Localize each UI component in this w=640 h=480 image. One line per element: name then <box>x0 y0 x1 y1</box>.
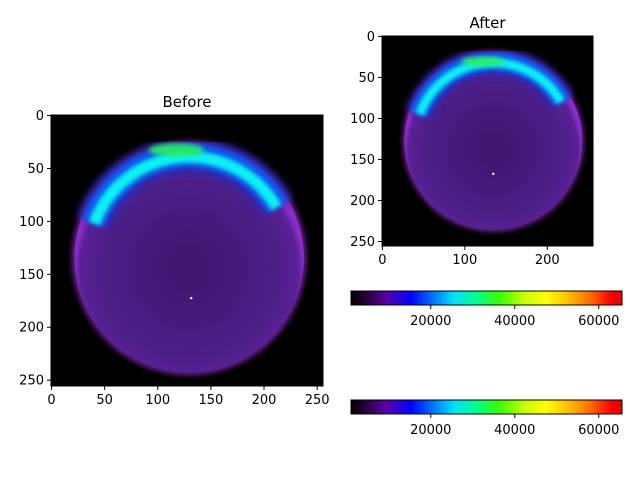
before-title: Before <box>162 93 211 111</box>
after-image <box>382 36 593 246</box>
before-xtick-label: 250 <box>305 393 330 408</box>
after-title: After <box>469 14 506 32</box>
after-xtick-label: 200 <box>535 253 560 268</box>
before-axes-frame <box>50 114 324 387</box>
after-ytick-label: 50 <box>358 71 375 86</box>
before-ytick-label: 150 <box>19 268 44 283</box>
colorbar-lower-tick-label: 20000 <box>410 423 451 438</box>
colorbar-lower-tick-label: 40000 <box>494 423 535 438</box>
before-xtick-label: 50 <box>96 393 113 408</box>
before-xtick-label: 200 <box>252 393 277 408</box>
before-xtick-label: 100 <box>145 393 170 408</box>
colorbar-lower-tick-label: 60000 <box>578 423 619 438</box>
before-ytick-label: 250 <box>19 374 44 389</box>
before-xtick-label: 0 <box>47 393 55 408</box>
after-ytick-label: 100 <box>350 112 375 127</box>
colorbar-upper-frame <box>350 290 623 306</box>
colorbar-lower-gradient <box>351 400 622 414</box>
before-ytick-label: 50 <box>27 162 44 177</box>
colorbar-upper-tick-label: 20000 <box>410 314 451 329</box>
colorbar-upper-gradient <box>351 291 622 305</box>
before-arc-peak <box>148 143 204 157</box>
colorbar-upper-tick-label: 40000 <box>494 314 535 329</box>
colorbar-lower: 20000 40000 60000 <box>350 399 623 438</box>
after-disk <box>404 51 583 231</box>
after-ytick-label: 0 <box>367 30 375 45</box>
colorbar-upper: 20000 40000 60000 <box>350 290 623 329</box>
before-xtick-label: 150 <box>198 393 223 408</box>
after-ytick-label: 200 <box>350 194 375 209</box>
colorbar-lower-frame <box>350 399 623 415</box>
after-speck <box>492 172 495 176</box>
after-axes-frame <box>381 35 594 247</box>
before-speck <box>190 296 193 300</box>
after-ytick-label: 250 <box>350 235 375 250</box>
after-heatmap-panel: After 0 100 200 0 50 100 150 200 250 <box>350 14 594 268</box>
after-xtick-label: 100 <box>452 253 477 268</box>
before-bright-arc <box>76 137 294 230</box>
before-ytick-label: 100 <box>19 215 44 230</box>
after-bright-arc <box>405 47 574 120</box>
before-ytick-label: 0 <box>36 109 44 124</box>
after-xtick-label: 0 <box>378 253 386 268</box>
before-ytick-label: 200 <box>19 321 44 336</box>
after-arc-peak <box>461 56 504 67</box>
colorbar-upper-tick-label: 60000 <box>578 314 619 329</box>
after-ytick-label: 150 <box>350 153 375 168</box>
before-disk <box>74 143 304 373</box>
before-image <box>51 115 323 386</box>
before-arc-cyan <box>88 151 282 226</box>
